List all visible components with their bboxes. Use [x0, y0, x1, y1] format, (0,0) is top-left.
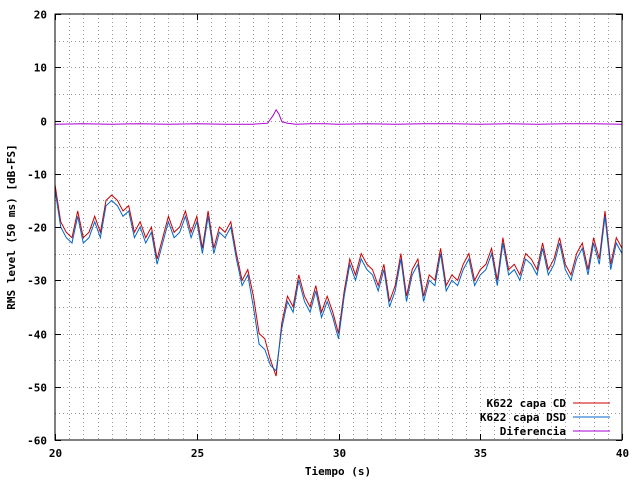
legend-label: Diferencia [500, 425, 566, 438]
x-tick-label: 40 [616, 447, 629, 460]
x-tick-label: 30 [333, 447, 346, 460]
x-tick-label: 35 [474, 447, 487, 460]
y-tick-label: -60 [27, 435, 47, 448]
x-axis-title: Tiempo (s) [305, 465, 371, 478]
legend-label: K622 capa DSD [480, 411, 566, 424]
y-tick-label: -10 [27, 169, 47, 182]
legend-label: K622 capa CD [487, 397, 567, 410]
y-tick-label: -50 [27, 382, 47, 395]
series-lines [54, 108, 623, 377]
series-line-1 [54, 189, 623, 372]
y-axis-title: RMS level (50 ms) [dB-FS] [5, 144, 18, 310]
y-tick-label: 20 [34, 9, 47, 22]
y-tick-label: -20 [27, 222, 47, 235]
y-tick-label: -40 [27, 329, 47, 342]
series-line-0 [54, 184, 623, 377]
y-tick-label: 0 [40, 116, 47, 129]
grid [55, 14, 622, 440]
series-line-2 [54, 108, 623, 125]
y-tick-label: 10 [34, 62, 47, 75]
y-tick-label: -30 [27, 275, 47, 288]
x-tick-label: 20 [49, 447, 62, 460]
x-tick-label: 25 [191, 447, 204, 460]
